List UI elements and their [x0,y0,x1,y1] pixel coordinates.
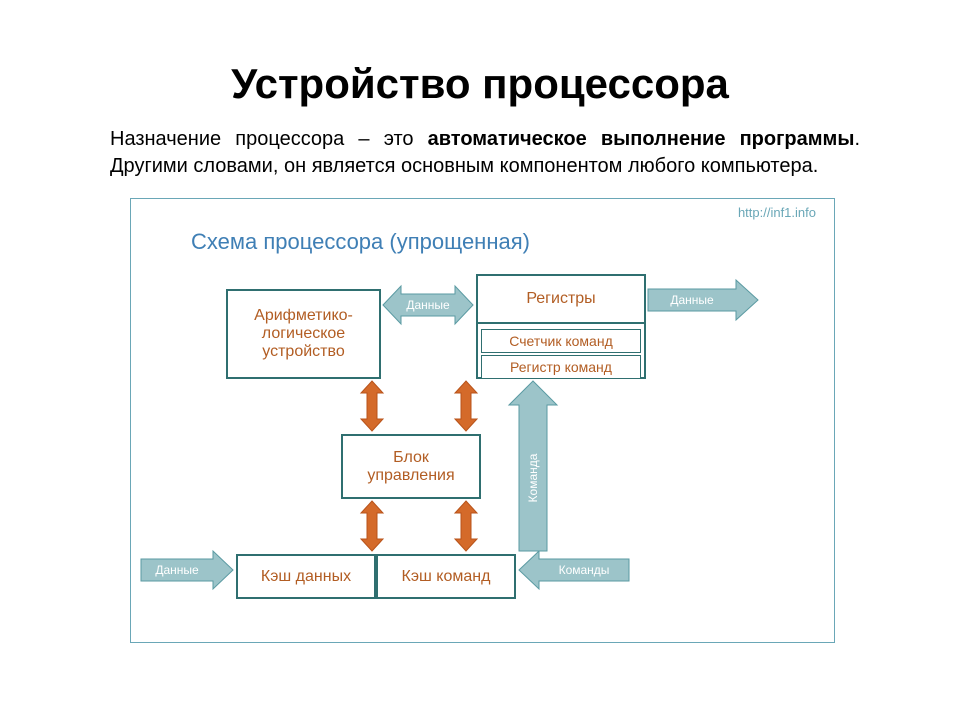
box-control-label: Блок управления [367,449,454,485]
subtitle: Назначение процессора – это автоматическ… [110,126,860,180]
box-registers-label: Регистры [526,290,595,308]
box-ir-label: Регистр команд [510,359,612,375]
box-cache-cmd: Кэш команд [376,554,516,599]
box-alu: Арифметико- логическое устройство [226,289,381,379]
box-registers: Регистры [476,274,646,324]
source-url: http://inf1.info [738,205,816,220]
subtitle-prefix: Назначение процессора – это [110,128,428,150]
box-pc: Счетчик команд [481,329,641,353]
page: Устройство процессора Назначение процесс… [0,0,960,720]
box-cache-data-label: Кэш данных [261,568,351,586]
diagram-title: Схема процессора (упрощенная) [191,229,530,255]
box-alu-label: Арифметико- логическое устройство [254,307,353,361]
box-cache-cmd-label: Кэш команд [402,568,491,586]
diagram-frame: http://inf1.info Схема процессора (упрощ… [130,198,835,643]
box-ir: Регистр команд [481,355,641,379]
box-pc-label: Счетчик команд [509,333,613,349]
subtitle-bold: автоматическое выполнение программы [428,128,855,150]
box-cache-data: Кэш данных [236,554,376,599]
box-control: Блок управления [341,434,481,499]
page-title: Устройство процессора [0,60,960,108]
